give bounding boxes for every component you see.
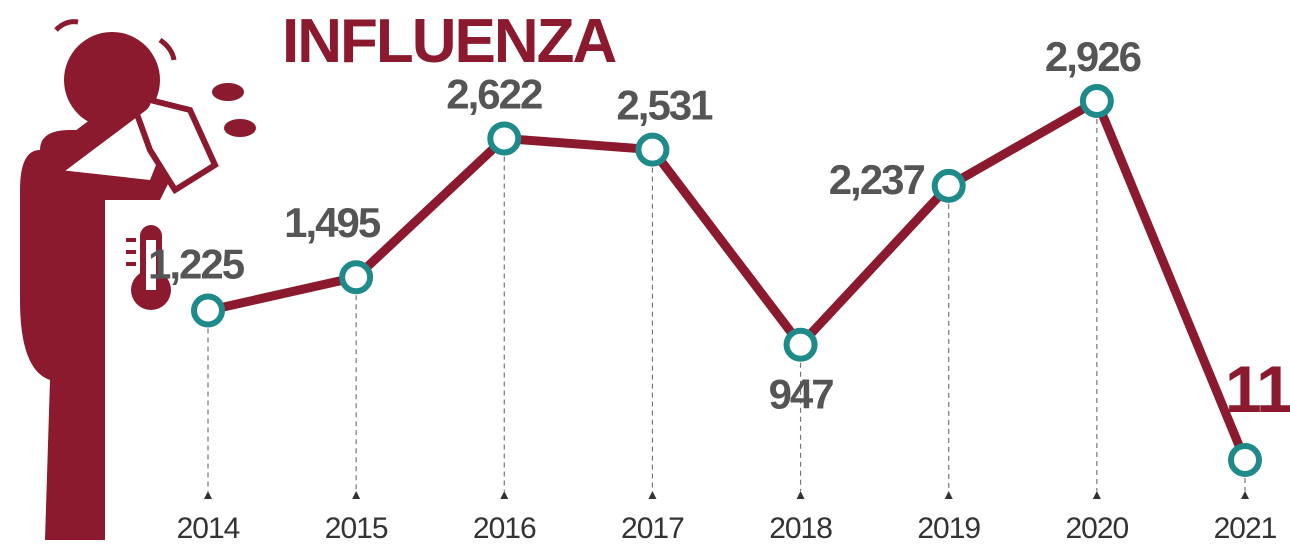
x-tick-label: 2018: [769, 512, 832, 545]
x-tick-label: 2015: [325, 512, 388, 545]
data-label: 2,622: [446, 70, 542, 117]
marker: [490, 124, 518, 152]
marker: [1083, 87, 1111, 115]
axis-arrow: [945, 491, 953, 499]
marker: [638, 136, 666, 164]
x-tick-label: 2021: [1214, 512, 1277, 545]
data-label: 2,237: [829, 156, 925, 203]
data-label: 1,495: [284, 199, 381, 246]
axis-arrow: [352, 491, 360, 499]
marker: [787, 331, 815, 359]
marker: [935, 172, 963, 200]
data-label: 11: [1225, 352, 1290, 426]
x-tick-label: 2016: [473, 512, 536, 545]
axis-arrow: [1093, 491, 1101, 499]
axis-arrow: [648, 491, 656, 499]
x-tick-label: 2020: [1065, 512, 1128, 545]
marker: [342, 263, 370, 291]
marker: [1231, 446, 1259, 474]
axis-arrow: [797, 491, 805, 499]
axis-arrow: [1241, 491, 1249, 499]
marker: [194, 296, 222, 324]
data-label: 947: [769, 371, 834, 418]
data-label: 1,225: [148, 240, 245, 287]
data-label: 2,531: [616, 82, 713, 129]
x-tick-label: 2019: [917, 512, 980, 545]
axis-arrow: [204, 491, 212, 499]
x-tick-label: 2014: [177, 512, 240, 545]
chart: INFLUENZA 2014 2015 2016 2017 2018 2019 2020 20…: [0, 0, 1290, 550]
axis-arrow: [500, 491, 508, 499]
chart-title: INFLUENZA: [282, 7, 617, 76]
x-tick-label: 2017: [621, 512, 684, 545]
data-label: 2,926: [1045, 33, 1141, 80]
